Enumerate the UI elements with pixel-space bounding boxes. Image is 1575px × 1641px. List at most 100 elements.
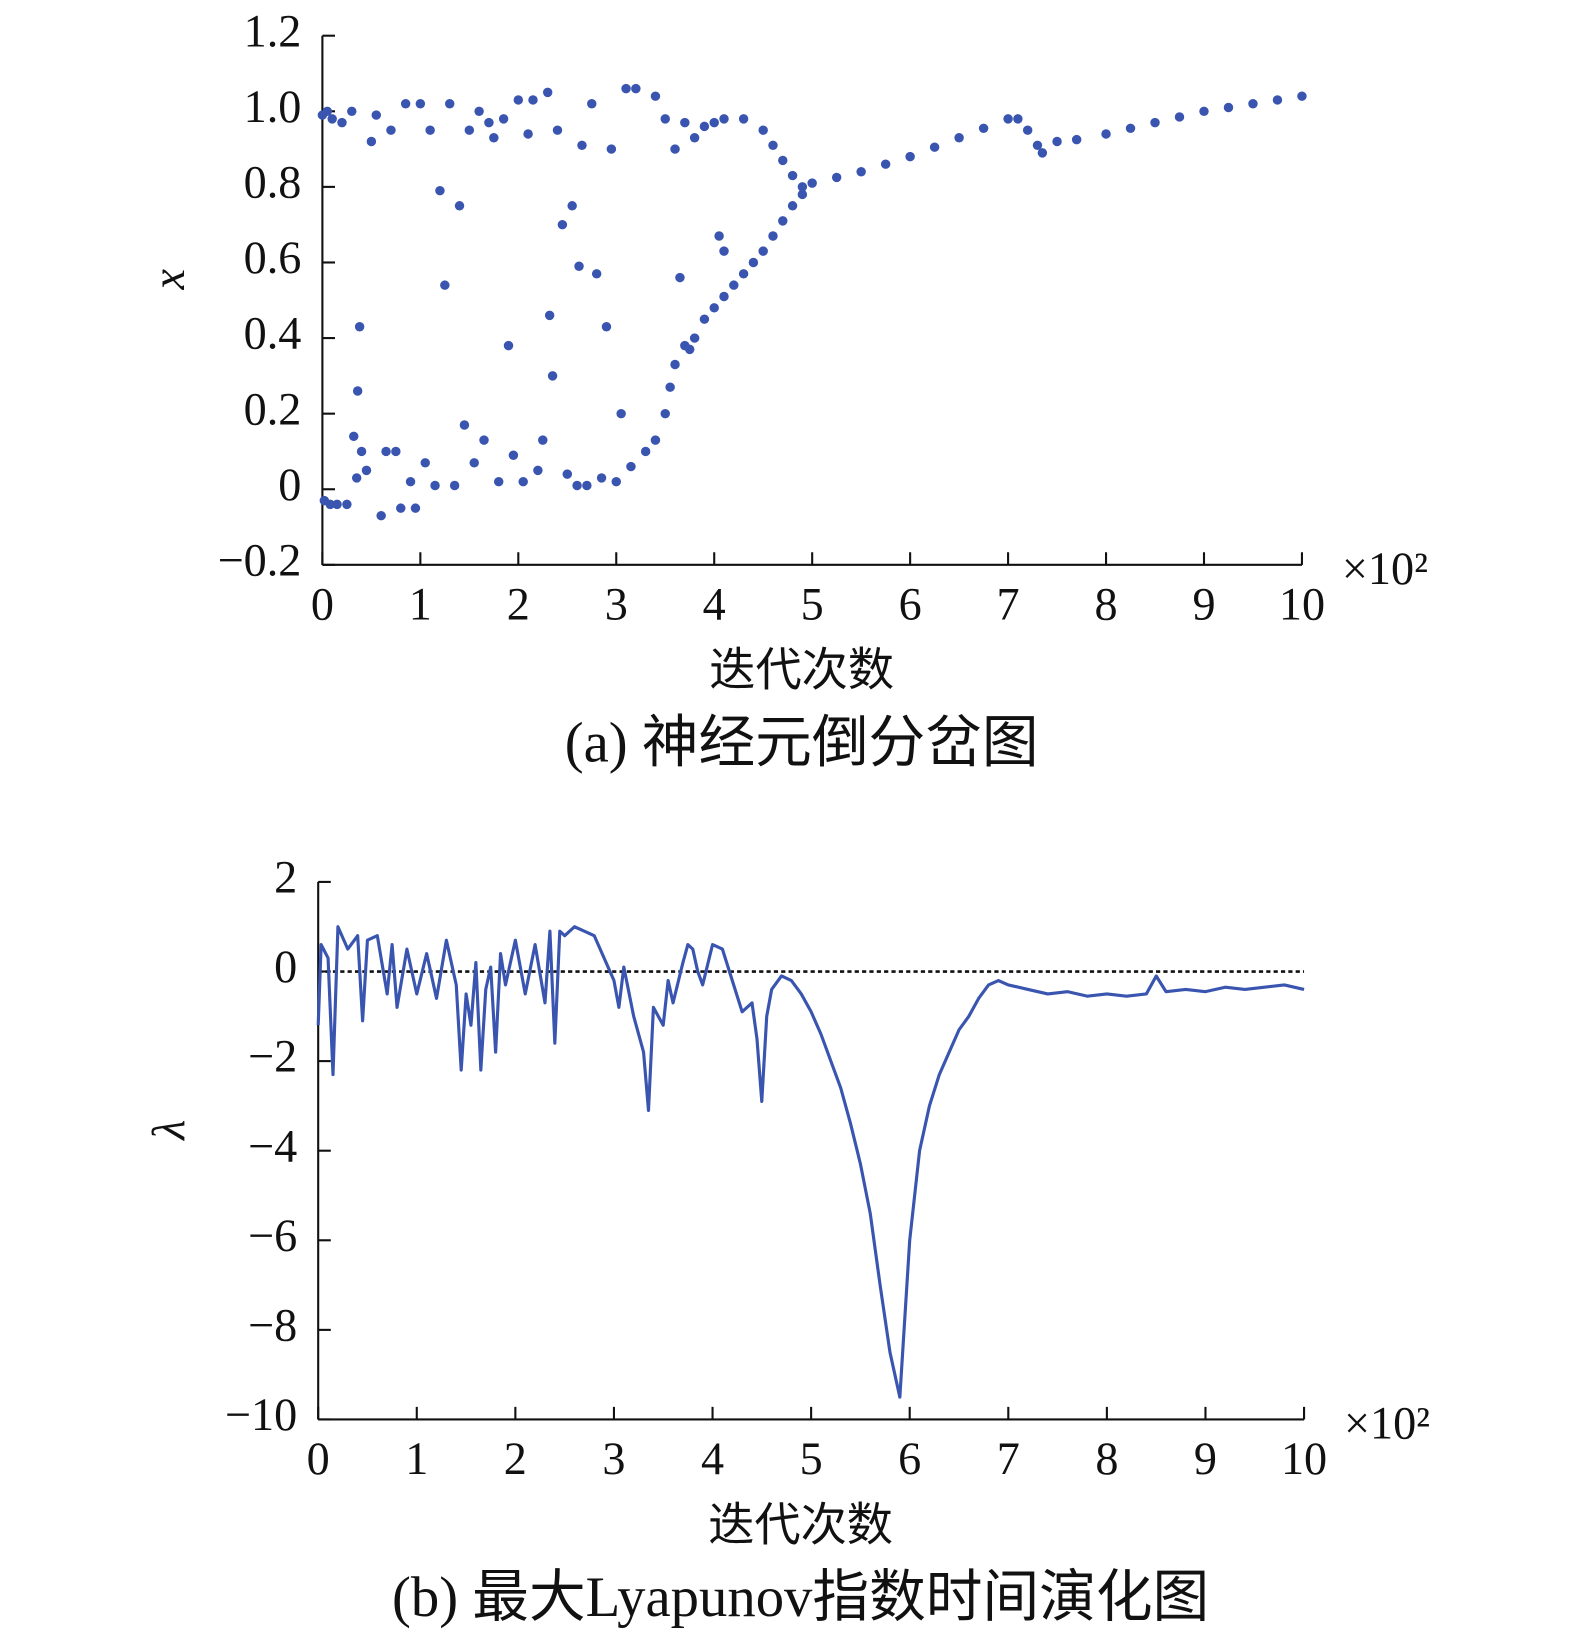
y-tick-label: −6	[248, 1210, 297, 1261]
point	[361, 465, 372, 476]
y-tick-label: 0.8	[244, 156, 302, 207]
point	[474, 106, 484, 117]
x-tick-label: 9	[1194, 1433, 1217, 1484]
point	[709, 303, 719, 313]
point	[435, 185, 445, 196]
point	[665, 382, 675, 392]
point	[342, 499, 352, 510]
point	[660, 114, 670, 124]
point	[1248, 99, 1258, 109]
point	[327, 114, 337, 124]
point	[552, 125, 563, 135]
point	[738, 269, 749, 279]
y-tick-label: −10	[225, 1389, 297, 1440]
point	[1013, 114, 1023, 124]
point	[582, 480, 592, 491]
point	[631, 83, 641, 94]
point	[351, 473, 362, 483]
point	[797, 182, 808, 192]
point	[503, 340, 514, 351]
x-tick-label: 7	[997, 579, 1020, 630]
point	[508, 450, 519, 460]
point	[538, 435, 548, 445]
x-tick-label: 5	[800, 1433, 823, 1484]
point	[880, 159, 891, 169]
point	[611, 476, 621, 487]
x-tick-label: 6	[899, 579, 922, 630]
point	[929, 142, 940, 152]
point	[425, 125, 435, 135]
y-axis-label: λ	[143, 1120, 194, 1142]
point	[498, 114, 509, 124]
point	[1003, 114, 1013, 124]
x-tick-label: 5	[801, 579, 824, 630]
point	[533, 465, 543, 476]
point	[356, 446, 367, 457]
point	[1022, 125, 1033, 135]
point	[547, 371, 558, 381]
x-tick-label: 6	[898, 1433, 921, 1484]
point	[572, 480, 582, 491]
point	[386, 125, 396, 135]
point	[680, 117, 690, 128]
point	[640, 446, 651, 457]
point	[332, 499, 342, 510]
point	[601, 322, 612, 332]
point	[719, 246, 729, 256]
point	[440, 280, 450, 290]
point	[596, 473, 607, 483]
point	[352, 386, 363, 396]
point	[954, 133, 964, 143]
caption: (b) 最大Lyapunov指数时间演化图	[392, 1566, 1209, 1629]
x-tick-label: 2	[507, 579, 530, 630]
x-tick-label: 3	[602, 1433, 625, 1484]
y-tick-label: 1.0	[244, 81, 302, 132]
point	[680, 340, 690, 351]
point	[489, 133, 499, 143]
point	[650, 91, 661, 101]
x-tick-label: 1	[409, 579, 432, 630]
point	[1174, 112, 1185, 122]
point	[606, 144, 617, 154]
point	[376, 510, 386, 521]
point	[354, 322, 365, 332]
point	[542, 87, 553, 98]
point	[587, 99, 597, 109]
x-tick-label: 8	[1095, 1433, 1118, 1484]
caption: (a) 神经元倒分岔图	[565, 712, 1039, 775]
point	[513, 95, 524, 105]
y-tick-label: 0.4	[244, 308, 302, 359]
point	[528, 95, 538, 105]
point	[337, 117, 347, 128]
point	[738, 114, 749, 124]
point	[567, 201, 577, 211]
point	[831, 172, 842, 183]
x-tick-label: 3	[605, 579, 628, 630]
point	[758, 125, 768, 135]
x-tick-label: 4	[703, 579, 726, 630]
point	[626, 461, 636, 472]
point	[689, 333, 700, 343]
point	[787, 201, 798, 211]
point	[1032, 140, 1043, 151]
point	[400, 99, 411, 109]
point	[449, 480, 460, 491]
point	[544, 310, 555, 321]
point	[1297, 91, 1307, 101]
point	[758, 246, 768, 256]
x-axis-label: 迭代次数	[708, 1499, 893, 1550]
point	[322, 106, 333, 117]
y-tick-label: −8	[248, 1299, 297, 1350]
point	[748, 257, 759, 268]
x-multiplier: ×10²	[1344, 1397, 1430, 1448]
point	[729, 280, 739, 290]
point	[464, 125, 475, 135]
y-tick-label: 1.2	[244, 5, 302, 56]
x-tick-label: 2	[504, 1433, 527, 1484]
point	[349, 431, 359, 442]
point	[562, 469, 573, 479]
point	[410, 503, 421, 513]
y-tick-label: 0	[274, 941, 297, 992]
point	[778, 155, 788, 166]
y-tick-label: −4	[248, 1120, 297, 1171]
